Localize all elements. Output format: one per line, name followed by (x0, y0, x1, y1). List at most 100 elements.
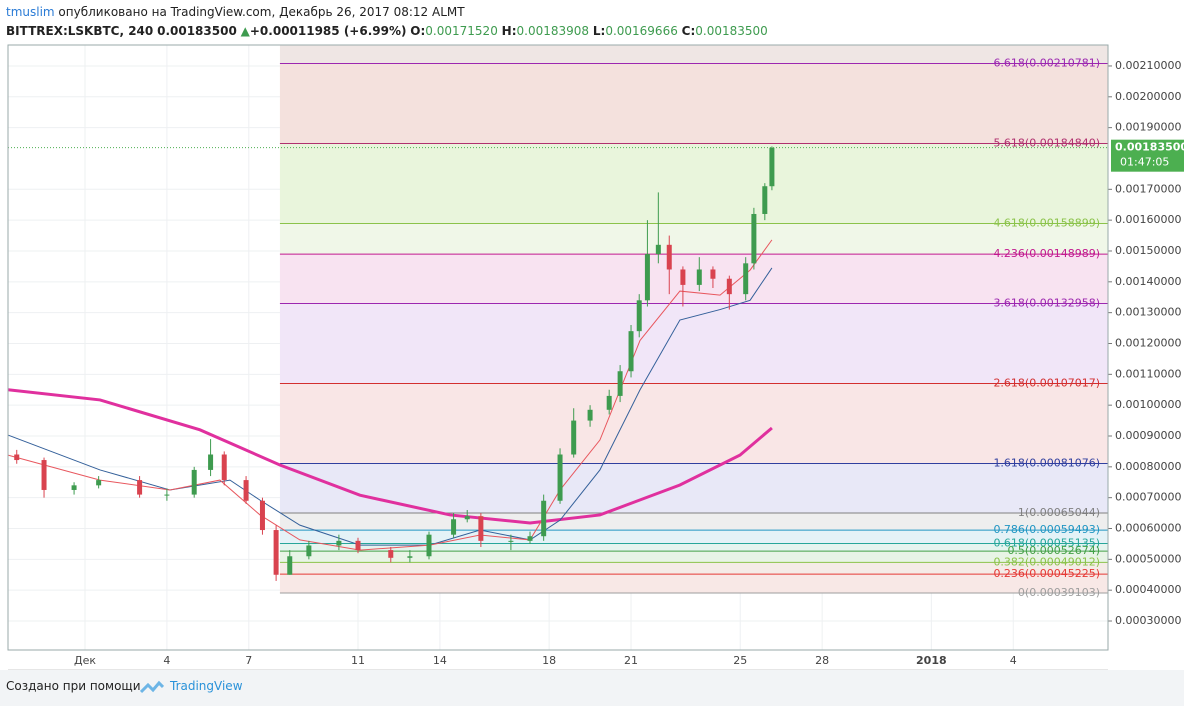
low: 0.00169666 (605, 24, 678, 38)
y-tick-label: 0.00120000 (1115, 336, 1181, 349)
x-tick-label: 4 (163, 654, 170, 667)
o-label: O: (410, 24, 426, 38)
candle-body (710, 269, 716, 279)
fib-zone (279, 530, 1108, 544)
candle-body (388, 550, 394, 558)
y-tick-label: 0.00040000 (1115, 583, 1181, 596)
candle-body (164, 494, 170, 496)
candle-body (644, 254, 650, 301)
candle-body (769, 147, 775, 187)
y-tick-label: 0.00200000 (1115, 90, 1181, 103)
candle-body (680, 269, 686, 285)
fib-zone (279, 463, 1108, 513)
candle-body (96, 480, 102, 486)
fib-label: 0.382(0.00049012) (993, 555, 1100, 568)
candle-body (478, 516, 484, 541)
y-tick-label: 0.00170000 (1115, 182, 1181, 195)
change: +0.00011985 (+6.99%) (249, 24, 407, 38)
close: 0.00183500 (695, 24, 768, 38)
countdown: 01:47:05 (1120, 156, 1169, 169)
candle-body (273, 530, 279, 575)
fib-zone (279, 223, 1108, 255)
symbol: BITTREX:LSKBTC, 240 (6, 24, 154, 38)
brand[interactable]: TradingView (170, 679, 243, 693)
candle-body (541, 500, 547, 537)
candle-body (606, 395, 612, 410)
fib-label: 0.786(0.00059493) (993, 523, 1100, 536)
high: 0.00183908 (516, 24, 590, 38)
fib-zone (279, 45, 1108, 64)
fib-zone (279, 543, 1108, 552)
plot-frame (7, 44, 1109, 651)
candle-body (527, 536, 533, 541)
footer: Создано при помощи TradingView (0, 670, 1184, 706)
candle-body (464, 516, 470, 520)
c-label: C: (681, 24, 696, 38)
candle-body (617, 371, 623, 396)
fib-label: 6.618(0.00210781) (993, 57, 1100, 70)
y-tick-label: 0.00210000 (1115, 59, 1181, 72)
candle-body (751, 213, 757, 264)
candle-body (137, 480, 143, 495)
fib-zone (279, 254, 1108, 304)
last-price-label: 0.00183500 (1115, 141, 1184, 154)
candle-body (426, 534, 432, 557)
header: tmuslim опубликовано на TradingView.com,… (6, 3, 768, 41)
y-tick-label: 0.00100000 (1115, 398, 1181, 411)
x-tick-label: 2018 (916, 654, 947, 667)
fib-label: 3.618(0.00132958) (993, 297, 1100, 310)
fib-label: 1.618(0.00081076) (993, 457, 1100, 470)
y-tick-label: 0.00050000 (1115, 552, 1181, 565)
h-label: H: (501, 24, 517, 38)
candle-body (696, 269, 702, 285)
fib-zone (279, 143, 1108, 224)
fib-label: 5.618(0.00184840) (993, 137, 1100, 150)
candle-body (191, 469, 197, 495)
y-tick-label: 0.00070000 (1115, 491, 1181, 504)
candle-body (628, 331, 634, 372)
candle-body (762, 186, 768, 214)
y-tick-label: 0.00190000 (1115, 121, 1181, 134)
candle-body (508, 540, 514, 542)
fib-zone (279, 551, 1108, 563)
user[interactable]: tmuslim (6, 5, 55, 19)
fib-label: 1(0.00065044) (1018, 506, 1100, 519)
chart: Дек 4 7 11 14 18 21 25 28 2018 4 0.00030000 0.000400… (7, 44, 1184, 670)
fib-zone (279, 512, 1108, 531)
candle-body (306, 545, 312, 557)
last-price-box (1111, 139, 1184, 172)
y-tick-label: 0.00080000 (1115, 460, 1181, 473)
x-tick-label: 25 (733, 654, 747, 667)
fib-label: 4.236(0.00148989) (993, 247, 1100, 260)
x-tick-label: 11 (351, 654, 365, 667)
fib-zone (279, 383, 1108, 464)
x-tick-label: 28 (815, 654, 829, 667)
y-tick-label: 0.00160000 (1115, 213, 1181, 226)
moving-average (7, 388, 773, 525)
y-tick-label: 0.00110000 (1115, 367, 1181, 380)
fib-label: 0.5(0.00052674) (1007, 544, 1100, 557)
candle-body (287, 556, 293, 575)
fib-zone (279, 562, 1108, 575)
candle-body (743, 263, 749, 295)
arrow: ▲ (240, 24, 250, 38)
fib-zone (279, 574, 1108, 593)
candle-body (726, 278, 732, 295)
candle-body (355, 540, 361, 551)
fib-label: 0.618(0.00055135) (993, 537, 1100, 550)
candle-body (451, 519, 457, 535)
x-tick-label: 14 (433, 654, 447, 667)
x-tick-label: 21 (624, 654, 638, 667)
l-label: L: (592, 24, 606, 38)
candle-body (587, 409, 593, 421)
candle-body (571, 420, 577, 455)
x-tick-label: 4 (1010, 654, 1017, 667)
y-tick-label: 0.00150000 (1115, 244, 1181, 257)
published: опубликовано на TradingView.com, Декабрь… (54, 5, 465, 19)
candle-body (259, 500, 265, 531)
fib-label: 0.236(0.00045225) (993, 567, 1100, 580)
fib-label: 0(0.00039103) (1018, 586, 1100, 599)
candle-body (14, 454, 20, 461)
candle-body (208, 454, 214, 470)
